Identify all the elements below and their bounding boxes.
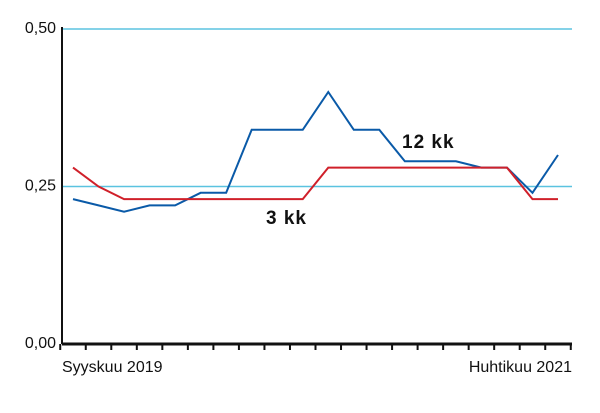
series-line [72,166,558,201]
y-tick-label: 0,50 [25,20,56,37]
series-label: 3 kk [266,208,307,229]
x-tick-label: Syyskuu 2019 [62,359,163,376]
y-tick-label: 0,00 [25,335,56,352]
series-line [72,90,559,213]
x-tick-label: Huhtikuu 2021 [469,359,572,376]
series-label: 12 kk [402,132,455,153]
y-tick-label: 0,25 [25,178,56,195]
